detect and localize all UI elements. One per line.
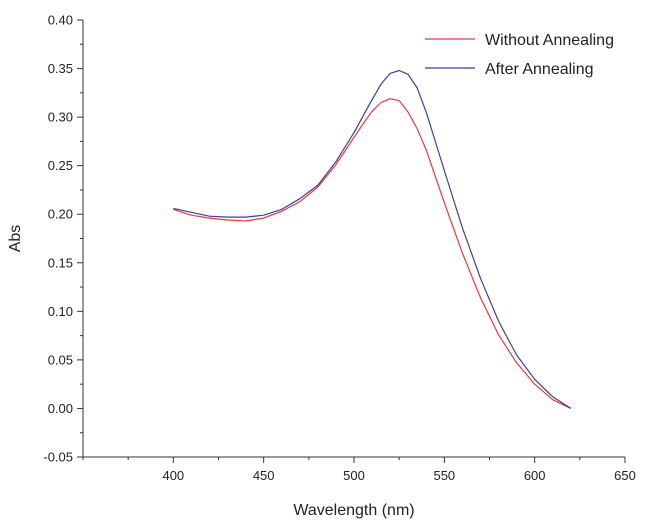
y-axis-ticks: -0.05 0.00 0.05 0.10 0.15 0.20 0.25 0.30 0.35 0.4… [43, 13, 83, 465]
y-tick-label: 0.05 [48, 352, 73, 367]
series-line-without-annealing [173, 98, 572, 409]
y-tick-label: 0.15 [48, 255, 73, 270]
x-tick-label: 600 [524, 468, 546, 483]
x-tick-label: 400 [162, 468, 184, 483]
y-tick-label: 0.20 [48, 207, 73, 222]
axes: 400 450 500 550 600 650 -0.05 0.00 0.05 0.10 0.15… [43, 13, 635, 484]
y-tick-label: 0.30 [48, 110, 73, 125]
y-tick-label: 0.00 [48, 401, 73, 416]
x-tick-label: 450 [253, 468, 275, 483]
y-tick-label: 0.35 [48, 61, 73, 76]
y-axis-title: Abs [7, 225, 24, 253]
legend-label-without-annealing: Without Annealing [485, 32, 614, 49]
y-tick-label: -0.05 [43, 450, 73, 465]
x-axis-ticks: 400 450 500 550 600 650 [82, 457, 636, 483]
legend: Without Annealing After Annealing [425, 32, 614, 78]
series-line-after-annealing [173, 69, 572, 409]
y-tick-label: 0.10 [48, 304, 73, 319]
x-axis-title: Wavelength (nm) [293, 502, 414, 519]
series-lines [173, 69, 572, 409]
y-tick-label: 0.25 [48, 158, 73, 173]
y-tick-label: 0.40 [48, 13, 73, 28]
x-tick-label: 550 [433, 468, 455, 483]
legend-label-after-annealing: After Annealing [485, 61, 594, 78]
x-tick-label: 500 [343, 468, 365, 483]
x-tick-label: 650 [614, 468, 636, 483]
